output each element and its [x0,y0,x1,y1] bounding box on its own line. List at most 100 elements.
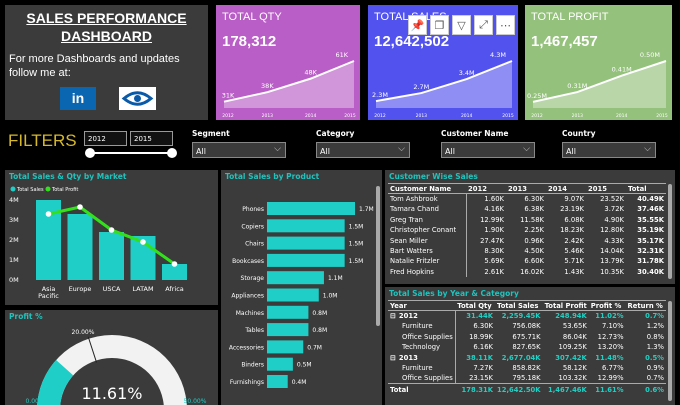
column-header[interactable]: Customer Name [390,184,452,193]
kpi-card-total-profit[interactable]: TOTAL PROFIT 1,467,457 0.25M 2012 0.31M 201… [525,5,672,120]
bar-usca [99,232,124,280]
column-header[interactable]: 2012 [468,184,487,193]
column-header[interactable]: 2015 [588,184,607,193]
visual-header-toolbar: 📌 ❐ ▽ ⤢ ⋯ [408,15,515,35]
year-label: 2015 [344,113,356,119]
year-label: 2012 [531,113,543,119]
column-header[interactable]: Total Sales [497,301,539,310]
data-label: 1.7M [359,206,374,213]
chart-title: Total Sales & Qty by Market [9,172,127,181]
pin-icon[interactable]: 📌 [408,15,427,35]
focus-mode-icon[interactable]: ⤢ [474,15,493,35]
data-label: 1.5M [349,223,364,230]
scrollbar[interactable] [668,184,672,279]
copy-icon[interactable]: ❐ [430,15,449,35]
dropdown-value: All [196,147,206,156]
table-row[interactable]: Bart Watters 8.30K 4.50K 5.46K 14.04K 32.31K [388,245,666,257]
bar-europe [67,214,93,280]
column-header[interactable]: Total Profit [544,301,587,310]
column-header[interactable]: Year [390,301,407,310]
fiverr-eye-icon[interactable] [119,87,156,110]
product-chart: Phones 1.7M Copiers 1.5M Chairs 1.5M Bookcases… [229,202,374,388]
table-row[interactable]: Fred Hopkins 2.61K 16.02K 1.43K 10.35K 30.40K [388,266,666,278]
column-header[interactable]: Profit % [590,301,622,310]
linkedin-icon[interactable]: in [60,87,96,110]
year-row[interactable]: ⊟ 2012 31.44K 2,259.45K 248.94K 11.02% 0.7% [388,310,666,322]
cell: 12.99% [597,374,624,383]
cell: 18.99K [469,332,494,341]
profit-gauge-panel: Profit % 11.61% 0.00% 50.00% 20.00% [5,310,218,405]
table-row[interactable]: Tamara Chand 4.16K 6.38K 23.19K 3.72K 37.46K [388,204,666,215]
filter-icon[interactable]: ▽ [452,15,471,35]
collapse-icon[interactable]: ⊟ [390,312,396,321]
category-row[interactable]: Furniture 7.27K 858.82K 58.12K 6.77% 0.9% [388,362,666,374]
category-row[interactable]: Office Supplies 18.99K 675.71K 86.04K 12.73%… [388,331,666,343]
bar-chairs [267,236,345,250]
cell: 8.30K [484,247,504,256]
collapse-icon[interactable]: ⊟ [390,353,396,362]
filter-label: Customer Name [441,129,509,138]
legend-marker [45,186,51,192]
table-row[interactable]: Natalie Fritzler 5.69K 6.60K 5.71K 13.79K 31.… [388,256,666,267]
category-row[interactable]: Furniture 6.30K 756.08K 53.65K 7.10% 1.2% [388,321,666,332]
year-label: 2015 [502,113,514,119]
category-row[interactable]: Office Supplies 23.15K 795.18K 103.32K 12.99… [388,373,666,384]
table-row[interactable]: Sean Miller 27.47K 0.96K 2.42K 4.33K 35.17K [388,235,666,246]
category-row[interactable]: Technology 6.16K 827.65K 109.25K 13.20% 1.3% [388,342,666,353]
slider-handle-start[interactable] [85,148,95,158]
filter-dropdown-category[interactable]: All ⌵ [316,142,410,158]
year-range-slider[interactable] [90,152,172,154]
table-row[interactable]: Greg Tran 12.99K 11.58K 6.08K 4.90K 35.55K [388,214,666,226]
sparkline-area [376,61,512,108]
filter-dropdown-customer-name[interactable]: All ⌵ [441,142,535,158]
cell: 1.60K [484,195,504,204]
bar-copiers [267,219,345,233]
legend-marker [10,186,16,192]
cell: 0.8% [646,332,664,341]
product-label: Phones [242,206,264,213]
data-label: 0.5M [297,362,312,369]
kpi-value: 1,467,457 [531,33,598,50]
total-cell: 11.61% [595,386,624,395]
column-header[interactable]: Return % [627,301,663,310]
year-row[interactable]: ⊟ 2013 38.11K 2,677.04K 307.42K 11.48% 0.5% [388,352,666,363]
market-chart: Total Sales Total Profit 0M 1M 2M 3M 4M Asia Pac… [9,186,187,300]
column-header[interactable]: Total [628,184,647,193]
cell: 10.35K [600,267,624,276]
cell: 1.3% [646,343,664,352]
cell: 16.02K [520,267,544,276]
sales-by-year-category-table: Year Total Qty Total Sales Total Profit Prof… [388,300,666,397]
chart-title: Profit % [9,312,43,321]
data-label: 0.31M [567,82,587,90]
bar-phones [267,202,355,215]
chevron-down-icon: ⌵ [644,144,651,154]
product-label: Machines [236,310,264,317]
x-tick-label: Africa [165,285,184,293]
scrollbar[interactable] [376,186,380,326]
slider-handle-end[interactable] [167,148,177,158]
filter-dropdown-country[interactable]: All ⌵ [562,142,656,158]
year-label: 2014 [616,113,628,119]
table-row[interactable]: Tom Ashbrook 1.60K 6.30K 9.07K 23.52K 40.49K [388,193,666,205]
more-options-icon[interactable]: ⋯ [496,15,515,35]
kpi-card-total-qty[interactable]: TOTAL QTY 178,312 31K 2012 38K 2013 48K 2014 6… [216,5,360,120]
sparkline: 0.25M 2012 0.31M 2013 0.41M 2014 0.50M 2015 [527,51,668,119]
title-panel: SALES PERFORMANCE DASHBOARD For more Das… [5,5,208,120]
table-row[interactable]: Christopher Conant 1.90K 2.25K 18.23K 12.80K… [388,225,666,236]
column-header[interactable]: 2014 [548,184,567,193]
filter-dropdown-segment[interactable]: All ⌵ [192,142,286,158]
profit-point [108,227,115,233]
column-header[interactable]: Total Qty [457,301,492,310]
year-end-input[interactable]: 2015 [130,131,173,146]
column-header[interactable]: 2013 [508,184,527,193]
year-start-input[interactable]: 2012 [84,131,127,146]
cell: 0.9% [646,364,664,373]
cell: 23.52K [600,195,624,204]
customer-wise-sales-table: Customer Name 2012 2013 2014 2015 Total Tom As… [388,183,666,278]
legend-label: Total Profit [51,187,78,193]
scrollbar[interactable] [668,301,672,401]
y-tick-label: 3M [9,216,19,224]
year-table-panel: Total Sales by Year & Category Year Total… [385,287,675,405]
cell: 23.19K [560,205,584,214]
bar-bookcases [267,253,345,267]
